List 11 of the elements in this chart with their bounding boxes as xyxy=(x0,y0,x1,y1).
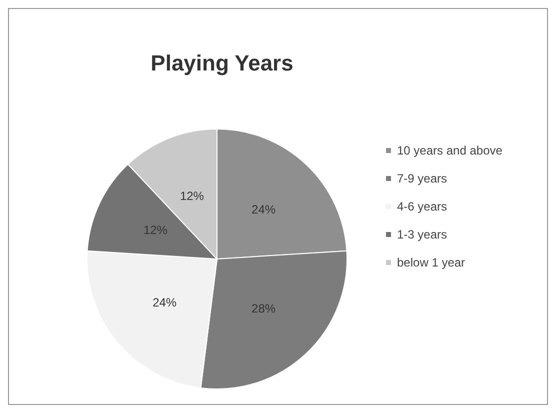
data-label: 12% xyxy=(143,223,168,238)
data-label: 24% xyxy=(252,202,276,216)
legend-label: 10 years and above xyxy=(397,144,503,158)
legend-label: 1-3 years xyxy=(397,228,448,242)
chart-title: Playing Years xyxy=(150,50,294,76)
data-label: 12% xyxy=(180,188,204,203)
legend-label: 7-9 years xyxy=(397,172,448,186)
data-label: 28% xyxy=(252,302,276,316)
legend-label: 4-6 years xyxy=(397,200,448,214)
data-label: 24% xyxy=(152,295,177,310)
legend-label: below 1 year xyxy=(397,256,466,270)
